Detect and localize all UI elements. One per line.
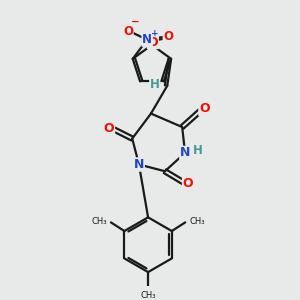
Text: O: O <box>163 30 173 43</box>
Text: +: + <box>151 29 158 38</box>
Text: CH₃: CH₃ <box>189 217 205 226</box>
Text: N: N <box>134 158 144 171</box>
Text: O: O <box>148 35 158 49</box>
Text: O: O <box>199 102 210 115</box>
Text: CH₃: CH₃ <box>92 217 107 226</box>
Text: −: − <box>131 17 140 27</box>
Text: H: H <box>150 78 160 91</box>
Text: H: H <box>193 144 202 157</box>
Text: O: O <box>183 177 193 190</box>
Text: O: O <box>123 26 133 38</box>
Text: N: N <box>142 33 152 46</box>
Text: N: N <box>180 146 190 160</box>
Text: O: O <box>104 122 115 136</box>
Text: CH₃: CH₃ <box>140 291 156 300</box>
